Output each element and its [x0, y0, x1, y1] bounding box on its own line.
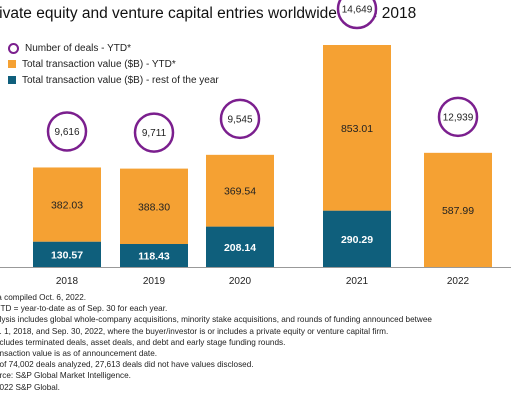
legend-ytd-label: Total transaction value ($B) - YTD* — [22, 58, 176, 70]
x-tick-label: 2018 — [56, 276, 79, 287]
bar-rest-2019 — [120, 244, 188, 267]
legend-item-rest: Total transaction value ($B) - rest of t… — [8, 72, 219, 88]
deals-bubble-2019 — [133, 112, 175, 153]
footnote-line: ncludes terminated deals, asset deals, a… — [0, 337, 286, 347]
deals-label: 9,711 — [142, 128, 167, 139]
deals-bubble-2021 — [336, 0, 378, 30]
legend-deals-label: Number of deals - YTD* — [25, 42, 131, 54]
x-tick-label: 2021 — [346, 276, 369, 287]
footnote-line: ta compiled Oct. 6, 2022. — [0, 293, 87, 302]
deals-bubble-2020 — [219, 98, 261, 140]
deals-bubble-2022 — [437, 96, 479, 138]
footnote-line: ansaction value is as of announcement da… — [0, 349, 158, 359]
x-tick-label: 2022 — [447, 276, 470, 287]
bar-rest-label: 208.14 — [224, 242, 256, 254]
footnote-line: alysis includes global whole-company acq… — [0, 315, 432, 325]
legend-item-deals: Number of deals - YTD* — [8, 40, 219, 56]
deals-bubble-2018 — [46, 111, 88, 152]
bar-rest-2021 — [323, 210, 391, 267]
bar-rest-2020 — [206, 226, 274, 267]
bar-ytd-2021 — [323, 45, 391, 211]
bar-ytd-label: 587.99 — [442, 205, 474, 217]
bar-rest-label: 118.43 — [138, 251, 170, 263]
x-tick-label: 2020 — [229, 276, 252, 287]
bar-ytd-2022 — [424, 152, 492, 267]
legend-rest-swatch — [8, 76, 16, 84]
footnote-line: n. 1, 2018, and Sep. 30, 2022, where the… — [0, 326, 389, 336]
deals-label: 14,649 — [342, 5, 373, 16]
footnote-line: 2022 S&P Global. — [0, 382, 60, 392]
bar-rest-label: 130.57 — [51, 249, 83, 261]
bar-ytd-label: 853.01 — [341, 123, 373, 135]
footnote-line: urce: S&P Global Market Intelligence. — [0, 371, 131, 381]
legend-rest-label: Total transaction value ($B) - rest of t… — [22, 74, 219, 86]
chart-plot: 130.57 382.03 9,616 2018 118.43 388.30 9,711 20… — [0, 0, 511, 287]
x-tick-label: 2019 — [143, 276, 166, 287]
chart-title: rivate equity and venture capital entrie… — [0, 5, 417, 22]
footnotes: ta compiled Oct. 6, 2022. YTD = year-to-… — [0, 292, 511, 393]
footnote-line: YTD = year-to-date as of Sep. 30 for eac… — [0, 304, 168, 314]
bar-rest-label: 290.29 — [341, 234, 373, 246]
deals-label: 9,545 — [227, 114, 252, 125]
deals-label: 9,616 — [54, 127, 79, 138]
bar-rest-2018 — [33, 241, 101, 267]
deals-label: 12,939 — [443, 112, 474, 123]
bar-ytd-2018 — [33, 167, 101, 242]
legend-ytd-swatch — [8, 60, 16, 68]
footnote-line: t of 74,002 deals analyzed, 27,613 deals… — [0, 360, 254, 370]
legend-deals-circle-icon — [8, 42, 19, 54]
bar-ytd-label: 369.54 — [224, 186, 256, 198]
bar-ytd-2019 — [120, 168, 188, 245]
legend: Number of deals - YTD* Total transaction… — [8, 40, 219, 88]
legend-item-ytd: Total transaction value ($B) - YTD* — [8, 56, 219, 72]
bar-ytd-label: 388.30 — [138, 201, 170, 213]
bar-ytd-2020 — [206, 154, 274, 227]
bar-ytd-label: 382.03 — [51, 200, 83, 212]
